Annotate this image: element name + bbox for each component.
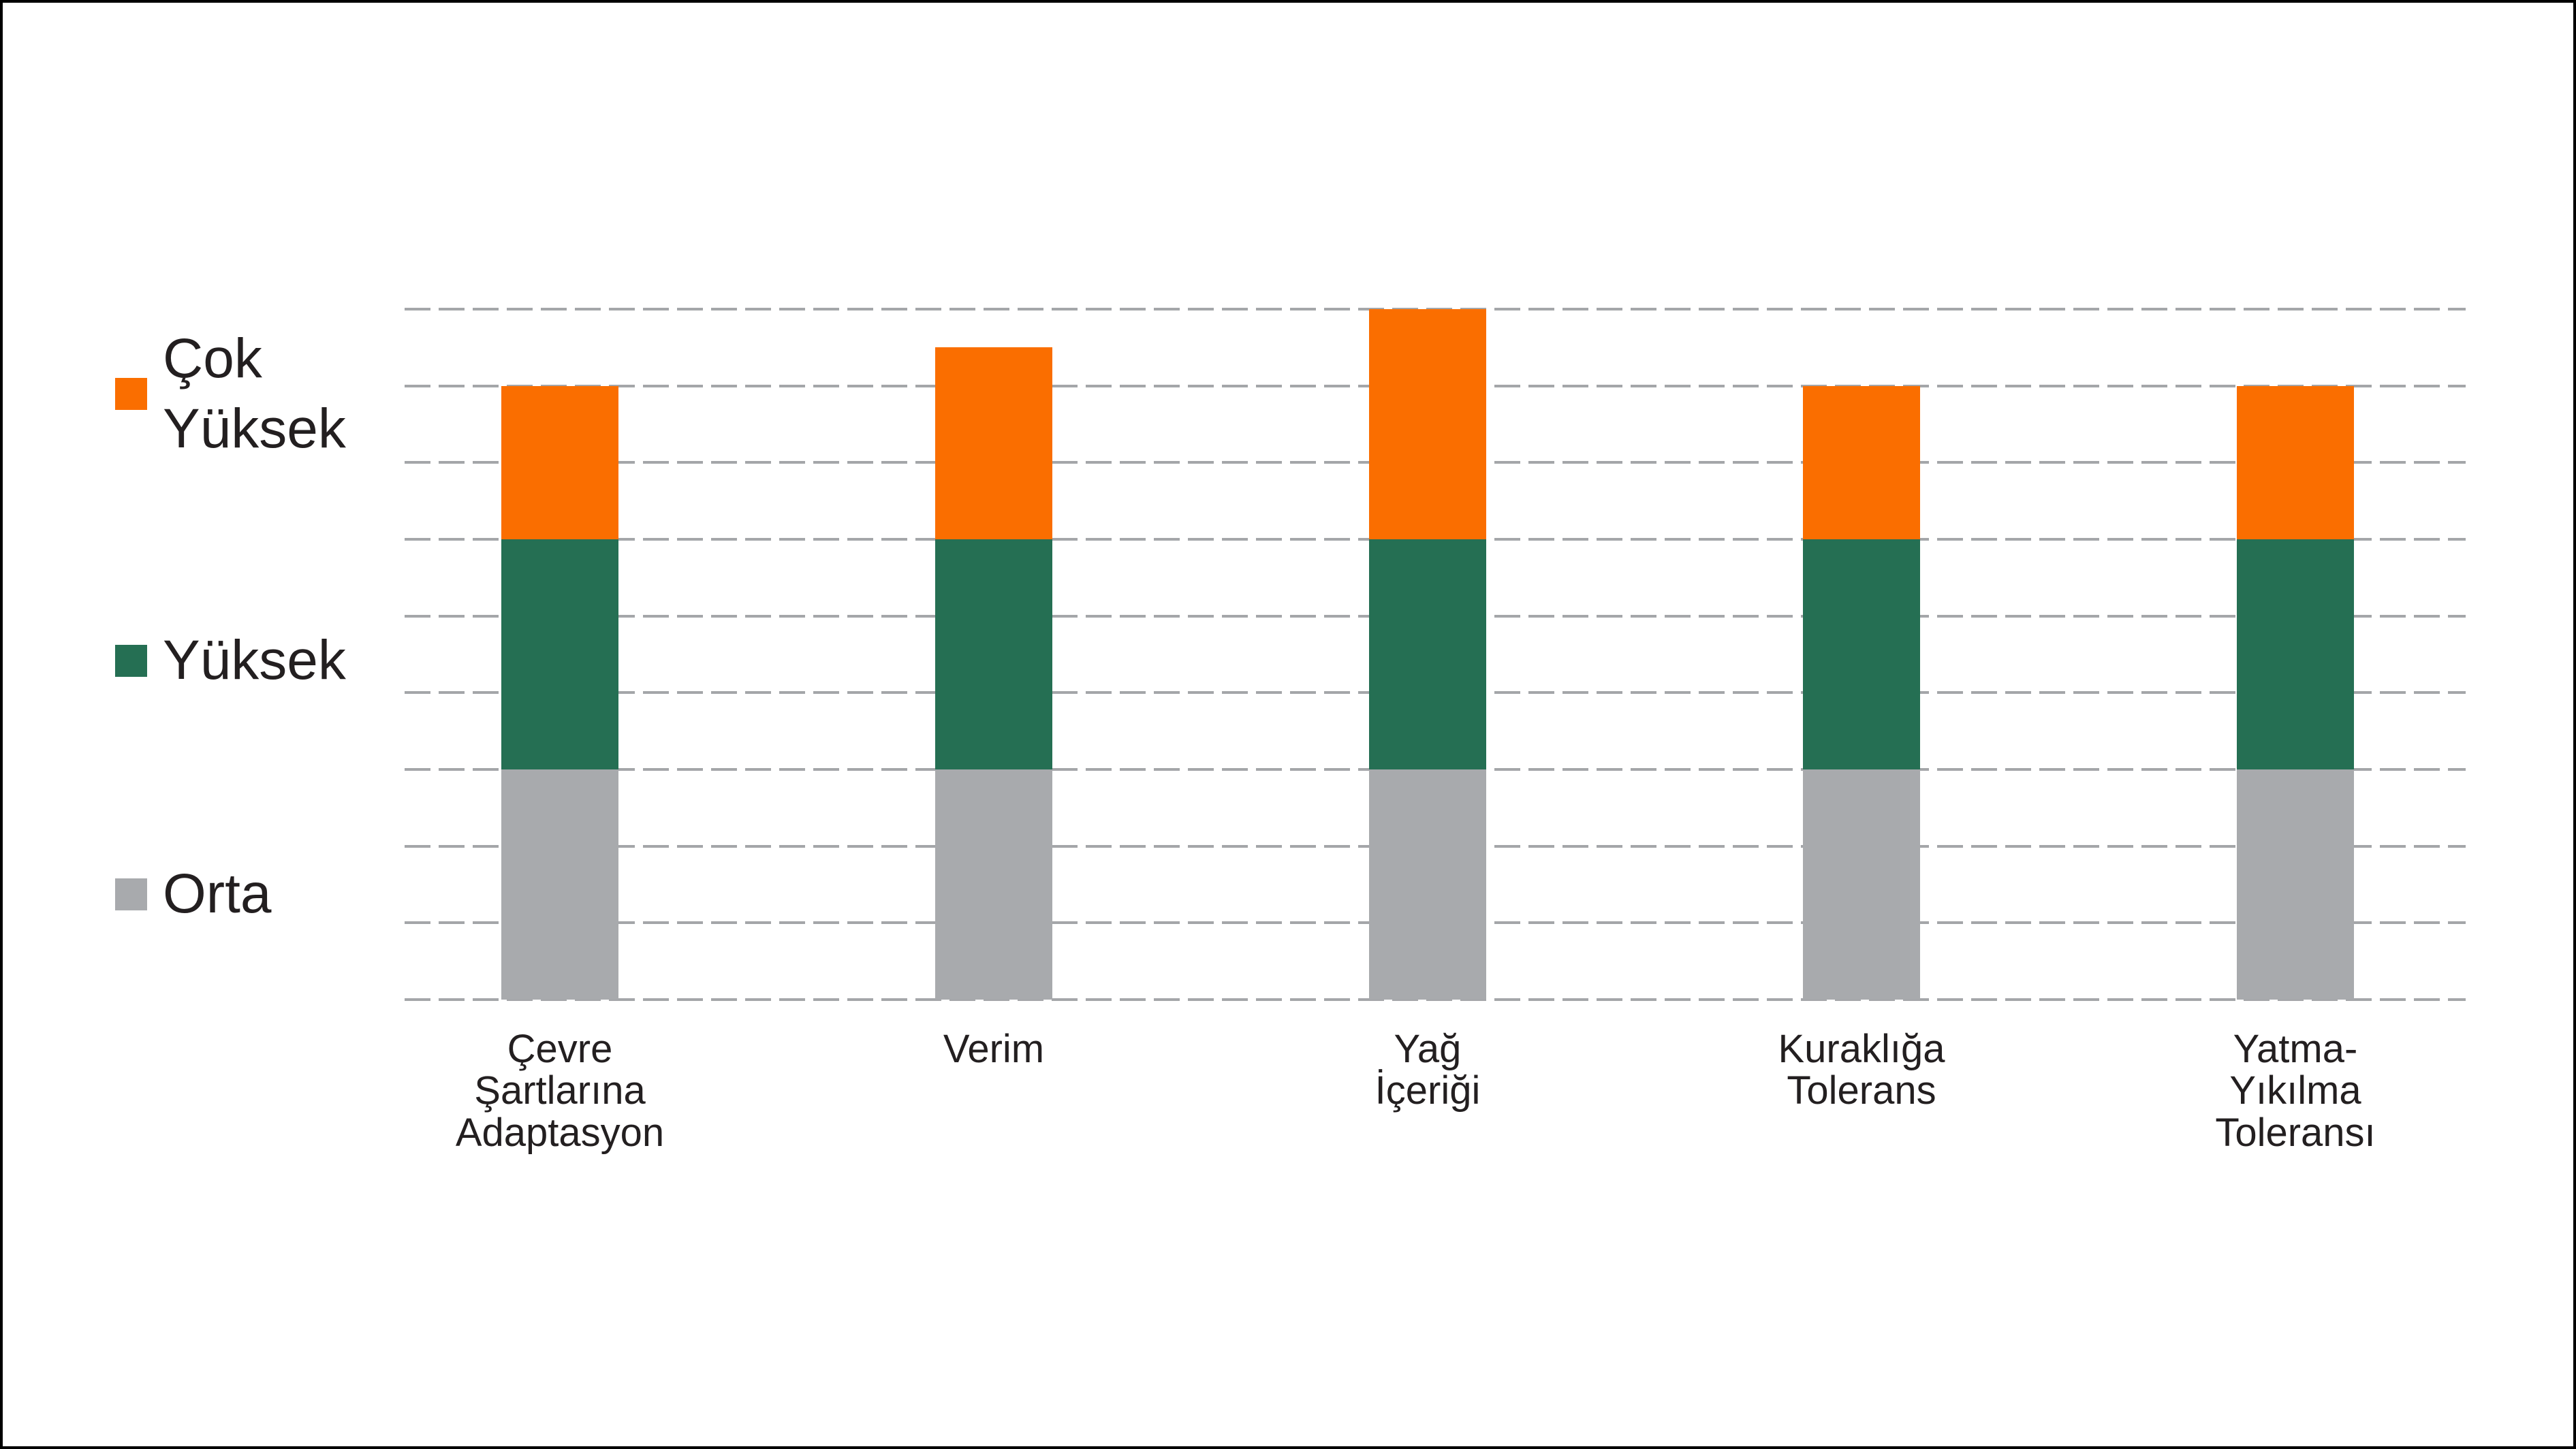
x-axis-label-2: Verim <box>943 1027 1045 1071</box>
legend-swatch-orta-icon <box>115 878 147 910</box>
x-axis-label-1: Çevre Şartlarına Adaptasyon <box>455 1027 665 1155</box>
legend-label-orta: Orta <box>163 863 272 925</box>
legend-item-orta: Orta <box>115 859 271 929</box>
legend-item-cok-yuksek: Çok Yüksek <box>115 324 346 464</box>
bar-1 <box>501 386 618 1000</box>
x-axis-label-3: Yağ İçeriği <box>1375 1027 1481 1113</box>
legend-swatch-cok-yuksek-icon <box>115 378 147 410</box>
bar-5-segment-yuksek <box>2237 539 2354 769</box>
bar-2 <box>935 347 1052 1000</box>
bar-1-segment-orta <box>501 769 618 1000</box>
gridline <box>405 998 2466 1001</box>
bar-3-segment-orta <box>1369 769 1486 1000</box>
bar-4 <box>1803 386 1920 1000</box>
bar-4-segment-orta <box>1803 769 1920 1000</box>
legend-swatch-yuksek-icon <box>115 644 147 677</box>
chart-plot-area: Çevre Şartlarına Adaptasyon Verim Yağ İçer… <box>405 308 2466 1153</box>
bar-2-segment-cok-yuksek <box>935 347 1052 539</box>
bar-3-segment-yuksek <box>1369 539 1486 769</box>
bar-2-segment-yuksek <box>935 539 1052 769</box>
bar-5-segment-cok-yuksek <box>2237 386 2354 539</box>
legend-label-yuksek: Yüksek <box>163 629 346 691</box>
bar-4-segment-yuksek <box>1803 539 1920 769</box>
bar-2-segment-orta <box>935 769 1052 1000</box>
legend-item-yuksek: Yüksek <box>115 626 346 696</box>
bar-5-segment-orta <box>2237 769 2354 1000</box>
legend-label-cok-yuksek: Çok Yüksek <box>163 328 346 460</box>
bar-3 <box>1369 309 1486 1000</box>
bar-5 <box>2237 386 2354 1000</box>
x-axis-label-4: Kuraklığa Tolerans <box>1778 1027 1945 1113</box>
bar-4-segment-cok-yuksek <box>1803 386 1920 539</box>
x-axis-label-5: Yatma- Yıkılma Toleransı <box>2215 1027 2376 1155</box>
bar-1-segment-yuksek <box>501 539 618 769</box>
bar-3-segment-cok-yuksek <box>1369 309 1486 539</box>
bar-1-segment-cok-yuksek <box>501 386 618 539</box>
